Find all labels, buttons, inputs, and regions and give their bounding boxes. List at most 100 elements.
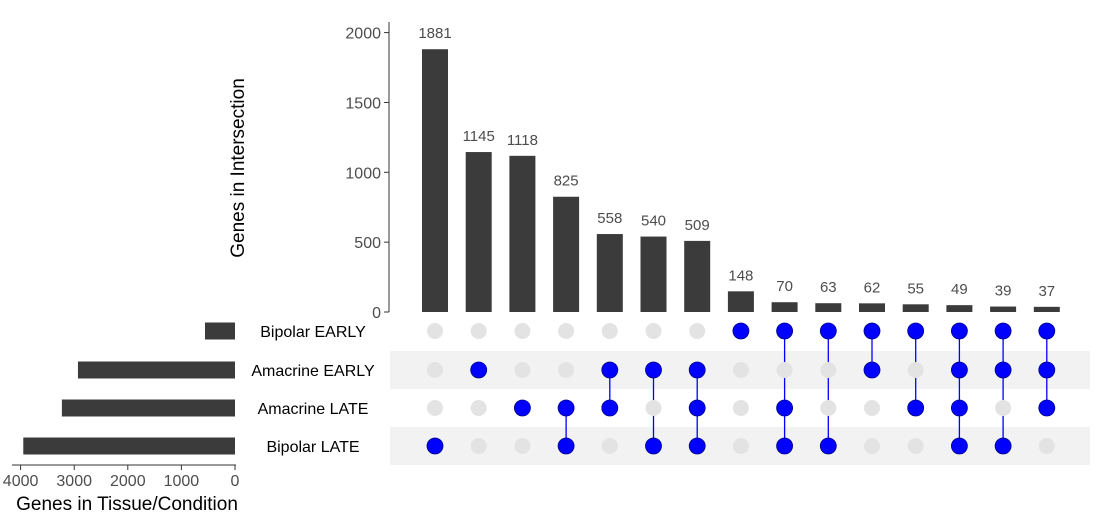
set-size-x-tick-label: 0: [231, 473, 240, 490]
set-size-x-tick-label: 4000: [3, 473, 39, 490]
set-name-label: Bipolar LATE: [266, 439, 359, 456]
matrix-dot-active: [863, 361, 881, 379]
matrix-dot-active: [863, 322, 881, 340]
set-size-bar: [61, 399, 235, 417]
intersection-y-tick-label: 0: [372, 305, 381, 322]
matrix-dot-active: [907, 322, 925, 340]
set-name-label: Bipolar EARLY: [260, 324, 366, 341]
matrix-dot-active: [951, 437, 968, 455]
matrix-dot-active: [951, 399, 968, 417]
matrix-dot-active: [776, 322, 793, 340]
intersection-y-tick-label: 500: [354, 235, 381, 252]
matrix-dot-inactive: [907, 438, 924, 454]
set-name-label: Amacrine LATE: [258, 401, 369, 418]
intersection-bar: [902, 304, 929, 312]
matrix-dot-inactive: [995, 400, 1012, 416]
matrix-dot-inactive: [776, 362, 793, 378]
intersection-bar: [815, 303, 842, 312]
matrix-dot-active: [819, 322, 837, 340]
intersection-bar: [596, 234, 623, 312]
matrix-dot-inactive: [732, 400, 749, 416]
matrix-dot-inactive: [907, 362, 924, 378]
matrix-dot-inactive: [1038, 438, 1055, 454]
matrix-dot-active: [688, 361, 706, 379]
matrix-dot-active: [426, 437, 444, 455]
matrix-dot-inactive: [864, 400, 880, 416]
matrix-dot-active: [776, 437, 793, 455]
matrix-dot-inactive: [470, 400, 487, 416]
matrix-dot-active: [732, 322, 750, 340]
matrix-dot-inactive: [427, 362, 443, 378]
matrix-dot-active: [776, 399, 793, 417]
matrix-dot-inactive: [732, 362, 749, 378]
matrix-dot-inactive: [470, 323, 487, 339]
set-size-bar: [23, 437, 236, 455]
intersection-bar-label: 49: [951, 281, 968, 298]
matrix-dot-active: [907, 399, 925, 417]
intersection-y-axis-title: Genes in Intersection: [228, 78, 249, 258]
matrix-dot-active: [994, 437, 1012, 455]
intersection-bar: [465, 152, 492, 312]
matrix-dot-inactive: [645, 400, 662, 416]
matrix-dot-active: [514, 399, 531, 417]
intersection-bar: [1033, 306, 1060, 312]
matrix-dot-inactive: [689, 323, 706, 339]
matrix-dot-active: [1038, 361, 1056, 379]
intersection-bar-label: 55: [907, 280, 924, 297]
matrix-dot-active: [1038, 322, 1056, 340]
matrix-dot-active: [645, 437, 662, 455]
matrix-dot-inactive: [558, 323, 575, 339]
intersection-y-tick-label: 1500: [345, 95, 381, 112]
matrix-dot-active: [557, 437, 575, 455]
set-size-bar: [77, 361, 236, 379]
matrix-dot-inactive: [514, 362, 531, 378]
matrix-dot-inactive: [558, 362, 575, 378]
matrix-dot-inactive: [864, 438, 880, 454]
matrix-dot-active: [951, 322, 968, 340]
matrix-dot-active: [1038, 399, 1056, 417]
matrix-dot-inactive: [820, 362, 837, 378]
intersection-bar-label: 509: [685, 217, 710, 234]
intersection-bar: [771, 302, 798, 312]
intersection-bar-label: 1145: [463, 128, 495, 145]
intersection-bar: [422, 49, 448, 312]
matrix-dot-inactive: [645, 323, 662, 339]
intersection-bar-label: 558: [597, 210, 622, 227]
set-size-bar: [204, 322, 235, 340]
intersection-bar-label: 825: [554, 173, 579, 190]
intersection-bar-label: 1118: [507, 132, 538, 149]
matrix-dot-inactive: [470, 438, 487, 454]
matrix-dot-active: [994, 361, 1012, 379]
intersection-bar: [859, 303, 885, 312]
set-size-x-axis-title: Genes in Tissue/Condition: [16, 494, 238, 515]
intersection-bar: [946, 305, 973, 312]
intersection-bar-label: 148: [728, 267, 753, 284]
intersection-bar-label: 540: [641, 213, 666, 230]
set-size-x-tick-label: 3000: [56, 473, 92, 490]
set-size-x-tick-label: 2000: [110, 473, 146, 490]
set-size-x-tick-label: 1000: [164, 473, 200, 490]
matrix-dot-active: [819, 437, 837, 455]
matrix-dot-active: [951, 361, 968, 379]
matrix-dot-active: [645, 361, 662, 379]
matrix-dot-inactive: [820, 400, 837, 416]
intersection-bar-label: 62: [864, 279, 881, 296]
intersection-bar-label: 63: [820, 279, 837, 296]
intersection-bar: [684, 240, 711, 312]
matrix-dot-inactive: [427, 400, 443, 416]
matrix-dot-inactive: [601, 438, 618, 454]
matrix-dot-active: [601, 399, 619, 417]
intersection-bar-label: 70: [776, 278, 793, 295]
intersection-bar: [990, 306, 1017, 312]
matrix-dot-active: [470, 361, 488, 379]
matrix-dot-inactive: [514, 323, 531, 339]
intersection-bar-label: 1881: [418, 25, 451, 42]
set-name-label: Amacrine EARLY: [251, 363, 375, 380]
intersection-bar: [553, 196, 580, 312]
intersection-bar: [727, 291, 754, 312]
matrix-dot-inactive: [427, 323, 443, 339]
intersection-bar: [640, 236, 667, 312]
matrix-dot-inactive: [601, 323, 618, 339]
